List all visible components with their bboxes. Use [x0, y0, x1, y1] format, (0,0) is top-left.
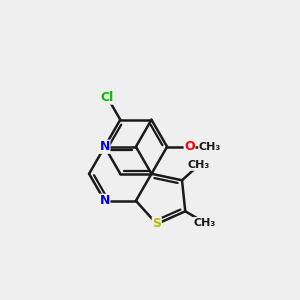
Text: Cl: Cl — [101, 91, 114, 104]
Text: O: O — [184, 140, 195, 153]
Text: N: N — [100, 194, 110, 207]
Text: N: N — [100, 140, 110, 153]
Text: CH₃: CH₃ — [199, 142, 221, 152]
Text: S: S — [152, 218, 161, 230]
Text: CH₃: CH₃ — [188, 160, 210, 170]
Text: CH₃: CH₃ — [194, 218, 216, 227]
